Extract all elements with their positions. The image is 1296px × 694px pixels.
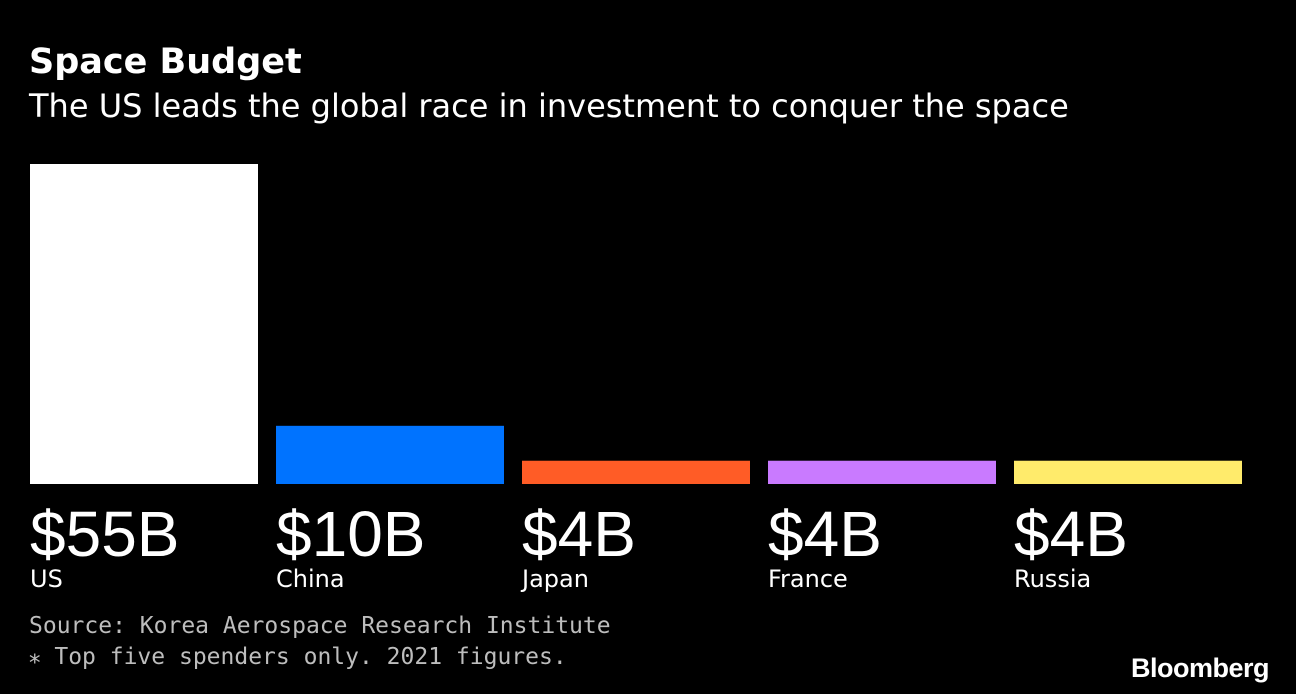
chart-subtitle: The US leads the global race in investme… bbox=[29, 87, 1069, 125]
category-label-us: US bbox=[30, 565, 63, 593]
category-label-russia: Russia bbox=[1014, 565, 1091, 593]
value-label-china: $10B bbox=[276, 498, 425, 570]
bar-japan bbox=[522, 460, 750, 484]
footnote: ⁎ Top five spenders only. 2021 figures. bbox=[29, 644, 567, 670]
value-label-france: $4B bbox=[768, 498, 882, 570]
chart-title: Space Budget bbox=[29, 42, 302, 82]
source-note: Source: Korea Aerospace Research Institu… bbox=[29, 613, 611, 639]
value-label-russia: $4B bbox=[1014, 498, 1128, 570]
category-label-japan: Japan bbox=[520, 565, 589, 593]
category-label-france: France bbox=[768, 565, 848, 593]
bloomberg-logo: Bloomberg bbox=[1130, 653, 1270, 683]
bar-russia bbox=[1014, 460, 1242, 484]
value-label-us: $55B bbox=[30, 498, 179, 570]
bar-france bbox=[768, 460, 996, 484]
bar-china bbox=[276, 425, 504, 484]
value-label-japan: $4B bbox=[522, 498, 636, 570]
bar-us bbox=[30, 164, 258, 484]
category-label-china: China bbox=[276, 565, 345, 593]
